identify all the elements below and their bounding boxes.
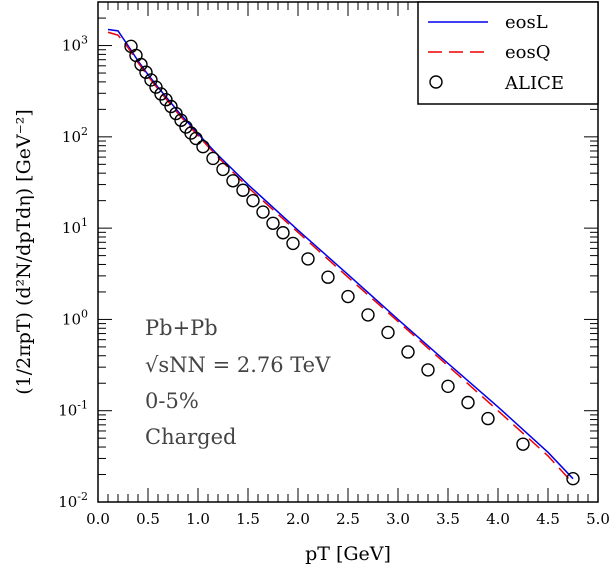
y-tick-base: 10 [62, 37, 81, 55]
data-point-alice [134, 57, 148, 72]
data-point-alice [516, 437, 530, 451]
data-point-alice [226, 174, 240, 188]
data-point-alice [174, 113, 188, 127]
x-tick-label: 5.0 [586, 510, 610, 528]
data-point-alice [401, 345, 415, 359]
legend-label-alice: ALICE [504, 73, 564, 94]
y-tick-exponent: 3 [81, 34, 88, 47]
x-tick-label: 1.0 [186, 510, 210, 528]
x-tick-label: 2.5 [336, 510, 360, 528]
y-tick-label: 101 [62, 216, 88, 237]
series-line-eosq [107, 31, 574, 484]
y-tick-base: 10 [62, 219, 81, 237]
y-tick-exponent: 2 [81, 125, 88, 138]
data-point-alice [286, 236, 300, 251]
y-tick-base: 10 [58, 402, 77, 420]
annotation-particles: Charged [145, 425, 236, 449]
legend-label-eosL: eosL [505, 12, 548, 33]
data-point-alice [341, 289, 355, 304]
data-point-alice [189, 131, 203, 146]
legend-label-eosQ: eosQ [505, 42, 550, 63]
x-tick-label: 4.0 [486, 510, 510, 528]
data-point-alice [381, 325, 395, 340]
data-point-alice [301, 252, 315, 266]
x-tick-label: 3.5 [436, 510, 460, 528]
data-point-alice [256, 205, 270, 219]
y-tick-label: 10-1 [58, 399, 88, 420]
data-point-alice [236, 183, 250, 197]
x-tick-label: 0.5 [136, 510, 160, 528]
x-tick-label: 3.0 [386, 510, 410, 528]
series-layer [107, 28, 580, 486]
data-point-alice [276, 226, 290, 240]
data-point-alice [216, 162, 230, 177]
data-point-alice [481, 411, 495, 426]
y-tick-label: 10-2 [58, 490, 88, 511]
annotation-system: Pb+Pb [145, 316, 218, 340]
y-axis-label: (1/2πpT) (d²N/dpTdη) [GeV⁻²] [13, 109, 35, 395]
y-tick-label: 100 [62, 307, 88, 328]
data-point-alice [321, 270, 335, 284]
legend: eosL eosQ ALICE [417, 1, 599, 105]
annotation-centrality: 0-5% [145, 389, 199, 413]
data-point-alice [246, 193, 260, 208]
y-tick-base: 10 [62, 128, 81, 146]
data-point-alice [441, 379, 455, 394]
data-point-alice [164, 99, 178, 114]
y-tick-base: 10 [58, 493, 77, 511]
y-tick-label: 103 [62, 34, 88, 55]
data-point-alice [149, 80, 163, 94]
data-point-alice [159, 93, 173, 107]
data-point-alice [206, 151, 220, 166]
y-tick-exponent: -2 [77, 490, 88, 503]
plot-frame [97, 1, 599, 503]
x-tick-label: 0.0 [86, 510, 110, 528]
y-tick-exponent: 1 [81, 216, 88, 229]
x-tick-label: 2.0 [286, 510, 310, 528]
y-tick-base: 10 [62, 310, 81, 328]
data-point-alice [361, 308, 375, 322]
x-tick-label: 4.5 [536, 510, 560, 528]
x-axis-label: pT [GeV] [305, 543, 391, 565]
data-point-alice [421, 363, 435, 377]
data-point-alice [196, 139, 210, 154]
y-tick-exponent: -1 [77, 399, 88, 412]
annotation-block: Pb+Pb √sNN = 2.76 TeV 0-5% Charged [145, 316, 331, 449]
data-point-alice [169, 106, 183, 121]
legend-box [417, 1, 599, 105]
data-point-alice [144, 73, 158, 87]
data-point-alice [266, 216, 280, 230]
data-point-alice [461, 395, 475, 410]
annotation-energy: √sNN = 2.76 TeV [145, 353, 331, 377]
x-tick-labels: 0.0 0.5 1.0 1.5 2.0 2.5 3.0 3.5 4.0 4.5 5.0 [86, 510, 610, 528]
data-point-alice [566, 471, 580, 486]
data-point-alice [139, 65, 153, 79]
y-tick-exponent: 0 [81, 307, 88, 320]
legend-marker-alice [429, 75, 443, 89]
x-tick-label: 1.5 [236, 510, 260, 528]
y-tick-label: 102 [62, 125, 88, 146]
